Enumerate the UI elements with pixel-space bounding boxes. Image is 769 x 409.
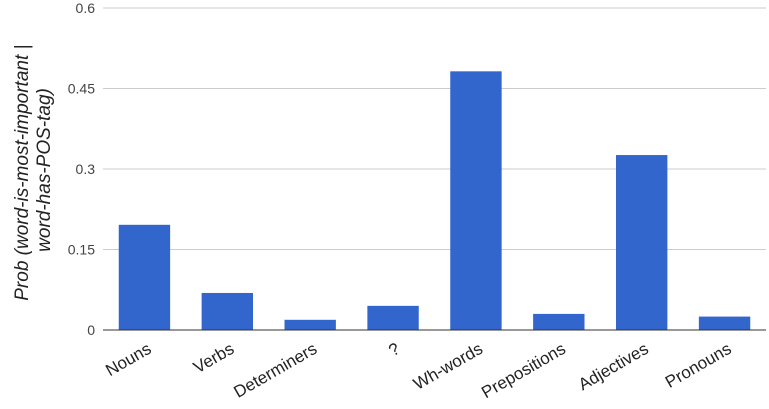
x-tick-label: Wh-words [410,339,486,394]
x-tick-label: Verbs [190,339,237,377]
bar- [367,305,419,330]
bar-nouns [118,224,171,330]
y-axis-label: Prob (word-is-most-important | word-has-… [12,39,55,301]
x-tick-label: Adjectives [575,339,652,394]
bars [118,71,751,331]
y-tick-label: 0.45 [68,81,95,97]
bar-verbs [201,292,254,330]
x-tick-label: Determiners [230,339,320,402]
y-tick-label: 0 [87,322,95,338]
y-tick-label: 0.6 [76,0,96,16]
bar-adjectives [615,155,668,330]
y-tick-label: 0.3 [76,161,96,177]
bar-pronouns [698,316,751,330]
bar-prepositions [533,313,585,330]
x-tick-label: ? [385,339,403,360]
bar-determiners [284,319,336,330]
y-tick-labels: 0 0.15 0.3 0.45 0.6 [68,0,95,338]
y-axis-label-line-1: Prob (word-is-most-important | [12,45,33,301]
y-axis-label-line-2: word-has-POS-tag) [34,88,55,252]
x-tick-label: Prepositions [478,339,569,402]
x-tick-label: Nouns [102,339,154,380]
bar-wh-words [450,71,502,331]
x-tick-label: Pronouns [662,339,735,392]
y-tick-label: 0.15 [68,242,95,258]
